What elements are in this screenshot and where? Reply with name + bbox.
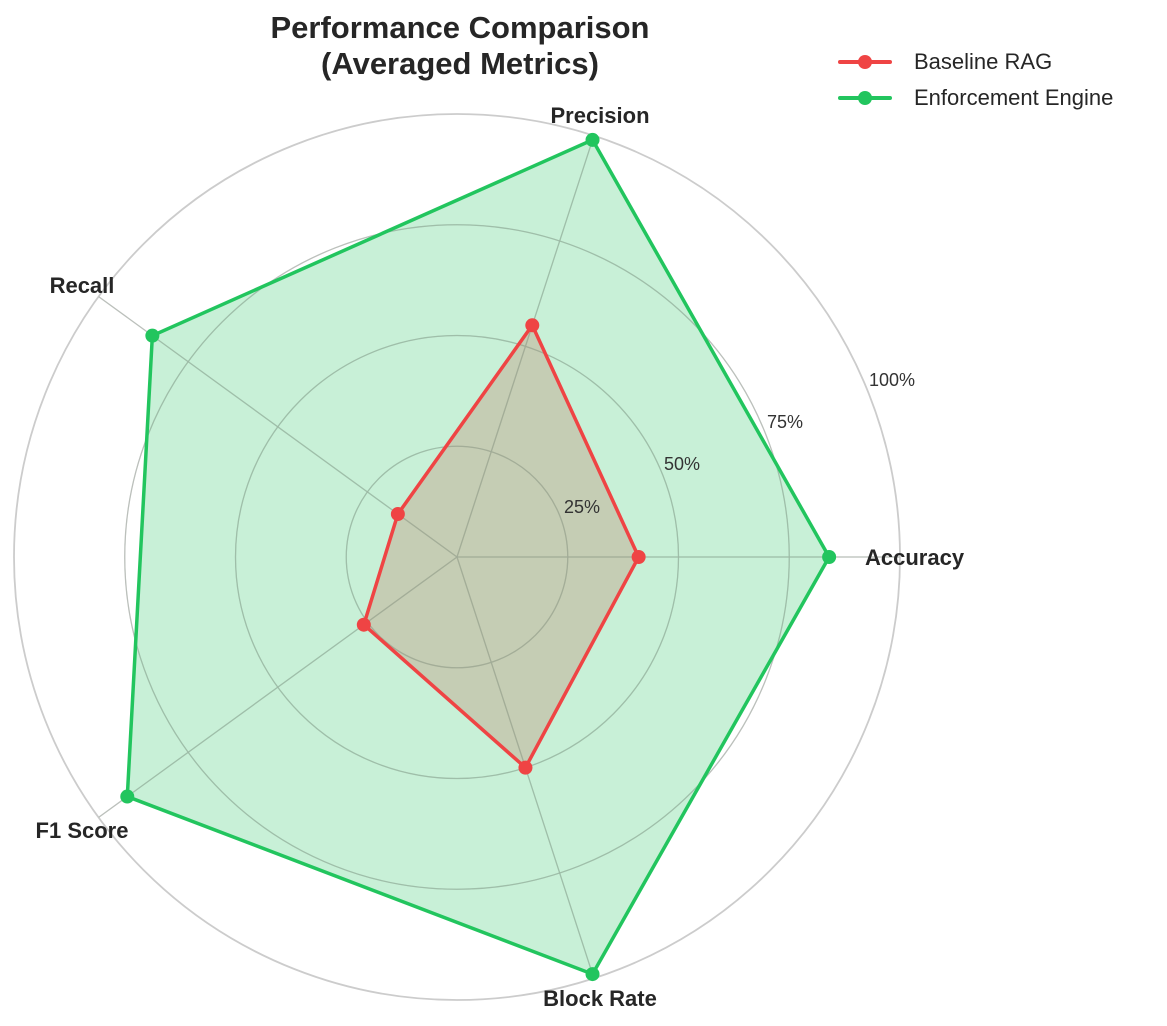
legend-item-baseline: Baseline RAG [838,44,1113,80]
series-line [125,137,831,977]
data-point [822,550,837,564]
axis-label-block-rate: Block Rate [543,986,657,1011]
data-point [585,132,600,147]
radial-tick-label: 75% [767,412,803,432]
chart-title-line-1: Performance Comparison [270,10,650,45]
series-fill [363,325,639,768]
data-point [120,789,135,804]
legend-item-enforcement: Enforcement Engine [838,80,1113,116]
chart-title-line-2: (Averaged Metrics) [321,46,599,81]
data-point [356,617,371,632]
grid-circle [345,445,569,669]
radial-tick-label: 100% [869,370,915,390]
data-point [585,967,600,982]
grid-circle [13,113,901,1001]
grid-circle [124,224,790,890]
radar-grid [13,113,901,1001]
data-point [525,318,540,333]
legend: Baseline RAG Enforcement Engine [838,44,1113,116]
radial-tick-label: 50% [664,454,700,474]
radial-tick-label: 25% [564,497,600,517]
radar-labels: Accuracy Precision Recall F1 Score Block Rat… [36,103,965,1011]
data-point [518,760,533,775]
axis-label-recall: Recall [50,273,115,298]
legend-marker-icon [838,55,892,69]
grid-circle [234,334,680,780]
data-point [390,507,405,522]
data-point [631,550,646,564]
series-fill [127,139,830,975]
legend-marker-icon [838,91,892,105]
data-point [145,328,160,343]
axis-label-precision: Precision [550,103,649,128]
axis-label-accuracy: Accuracy [865,545,965,570]
radar-series [98,132,900,982]
series-line [361,321,641,771]
legend-label: Enforcement Engine [914,85,1114,110]
legend-label: Baseline RAG [914,49,1053,74]
axis-label-f1-score: F1 Score [36,818,129,843]
